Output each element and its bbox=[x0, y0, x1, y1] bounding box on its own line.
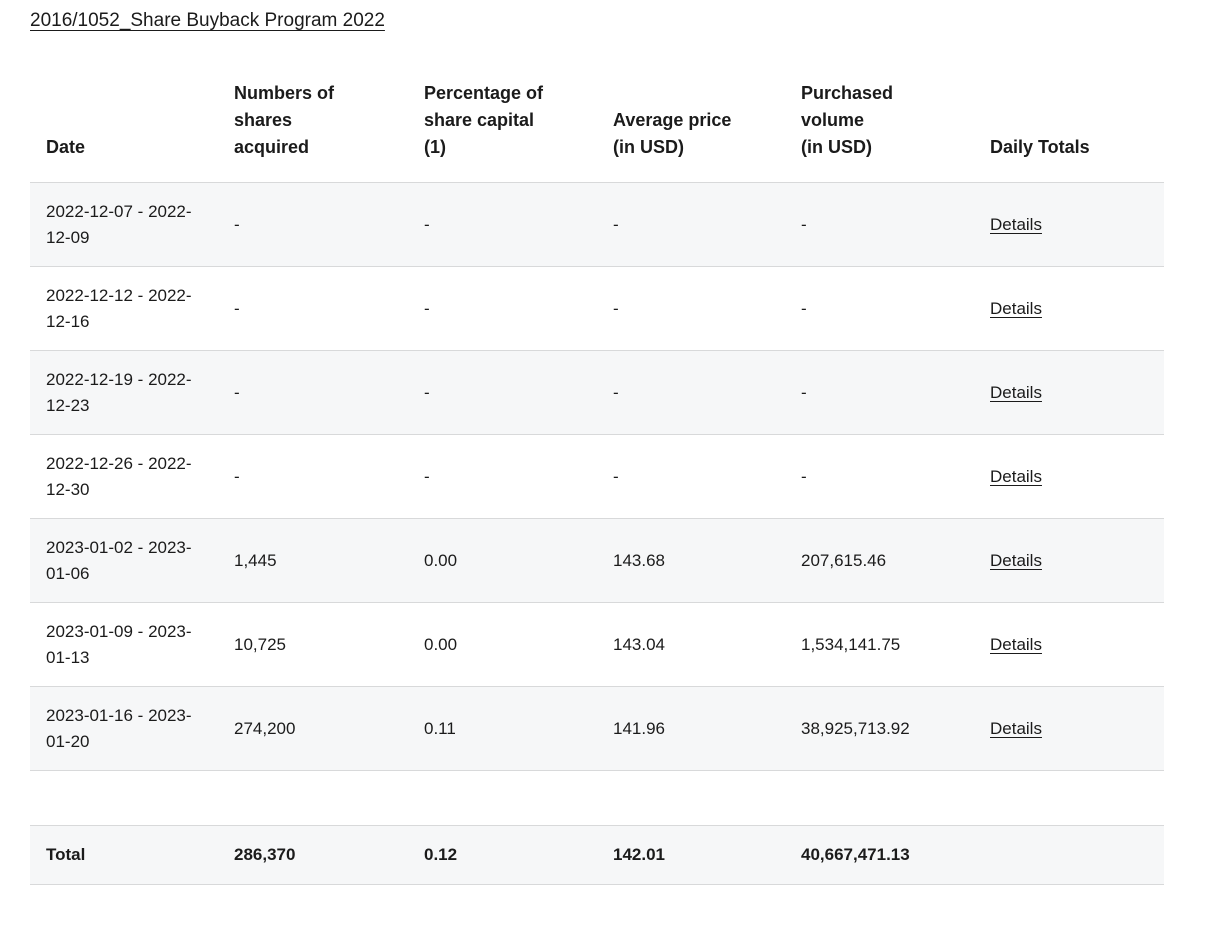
details-link[interactable]: Details bbox=[990, 298, 1042, 318]
table-row: 2022-12-07 - 2022-12-09 - - - - Details bbox=[30, 183, 1164, 267]
details-link[interactable]: Details bbox=[990, 382, 1042, 402]
percentage-cell: - bbox=[424, 382, 430, 402]
avg-price-cell: 141.96 bbox=[613, 718, 665, 738]
table-row: 2022-12-19 - 2022-12-23 - - - - Details bbox=[30, 351, 1164, 435]
shares-cell: - bbox=[234, 298, 240, 318]
daily-totals-cell: Details bbox=[990, 464, 1164, 490]
details-link[interactable]: Details bbox=[990, 634, 1042, 654]
buyback-table: Date Numbers of shares acquired Percenta… bbox=[30, 80, 1164, 885]
percentage-cell: - bbox=[424, 466, 430, 486]
avg-price-cell: - bbox=[613, 298, 619, 318]
total-row: Total 286,370 0.12 142.01 40,667,471.13 bbox=[30, 825, 1164, 885]
avg-price-cell: 143.04 bbox=[613, 634, 665, 654]
percentage-cell: - bbox=[424, 214, 430, 234]
volume-cell: 1,534,141.75 bbox=[801, 634, 901, 654]
daily-totals-cell: Details bbox=[990, 212, 1164, 238]
table-row: 2023-01-09 - 2023-01-13 10,725 0.00 143.… bbox=[30, 603, 1164, 687]
table-row: 2023-01-16 - 2023-01-20 274,200 0.11 141… bbox=[30, 687, 1164, 771]
table-row: 2023-01-02 - 2023-01-06 1,445 0.00 143.6… bbox=[30, 519, 1164, 603]
date-cell: 2023-01-16 - 2023-01-20 bbox=[46, 705, 192, 751]
date-cell: 2022-12-19 - 2022-12-23 bbox=[46, 369, 192, 415]
table-row: 2022-12-26 - 2022-12-30 - - - - Details bbox=[30, 435, 1164, 519]
shares-cell: - bbox=[234, 214, 240, 234]
table-row: 2022-12-12 - 2022-12-16 - - - - Details bbox=[30, 267, 1164, 351]
total-shares-cell: 286,370 bbox=[234, 845, 296, 864]
percentage-cell: 0.00 bbox=[424, 634, 458, 654]
volume-cell: - bbox=[801, 298, 807, 318]
total-label: Total bbox=[46, 845, 86, 864]
total-percentage-cell: 0.12 bbox=[424, 845, 458, 864]
volume-cell: - bbox=[801, 382, 807, 402]
column-header-date: Date bbox=[46, 137, 86, 157]
date-cell: 2022-12-07 - 2022-12-09 bbox=[46, 201, 192, 247]
shares-cell: 1,445 bbox=[234, 550, 277, 570]
avg-price-cell: - bbox=[613, 466, 619, 486]
volume-cell: - bbox=[801, 214, 807, 234]
table-header-row: Date Numbers of shares acquired Percenta… bbox=[30, 80, 1164, 183]
avg-price-cell: - bbox=[613, 214, 619, 234]
details-link[interactable]: Details bbox=[990, 466, 1042, 486]
total-volume-cell: 40,667,471.13 bbox=[801, 845, 910, 864]
volume-cell: - bbox=[801, 466, 807, 486]
volume-cell: 207,615.46 bbox=[801, 550, 887, 570]
percentage-cell: 0.11 bbox=[424, 718, 456, 738]
details-link[interactable]: Details bbox=[990, 550, 1042, 570]
volume-cell: 38,925,713.92 bbox=[801, 718, 910, 738]
date-cell: 2023-01-02 - 2023-01-06 bbox=[46, 537, 192, 583]
page: 2016/1052_Share Buyback Program 2022 Dat… bbox=[30, 10, 1164, 885]
shares-cell: - bbox=[234, 466, 240, 486]
column-header-purchased-volume: Purchased volume (in USD) bbox=[801, 83, 894, 157]
page-title-link[interactable]: 2016/1052_Share Buyback Program 2022 bbox=[30, 10, 385, 31]
avg-price-cell: - bbox=[613, 382, 619, 402]
spacer-row bbox=[30, 771, 1164, 825]
date-cell: 2022-12-26 - 2022-12-30 bbox=[46, 453, 192, 499]
daily-totals-cell: Details bbox=[990, 548, 1164, 574]
shares-cell: - bbox=[234, 382, 240, 402]
date-cell: 2023-01-09 - 2023-01-13 bbox=[46, 621, 192, 667]
column-header-shares-acquired: Numbers of shares acquired bbox=[234, 83, 335, 157]
shares-cell: 10,725 bbox=[234, 634, 286, 654]
total-avg-price-cell: 142.01 bbox=[613, 845, 665, 864]
daily-totals-cell: Details bbox=[990, 632, 1164, 658]
details-link[interactable]: Details bbox=[990, 214, 1042, 234]
date-cell: 2022-12-12 - 2022-12-16 bbox=[46, 285, 192, 331]
percentage-cell: 0.00 bbox=[424, 550, 458, 570]
daily-totals-cell: Details bbox=[990, 716, 1164, 742]
details-link[interactable]: Details bbox=[990, 718, 1042, 738]
column-header-daily-totals: Daily Totals bbox=[990, 137, 1090, 157]
daily-totals-cell: Details bbox=[990, 296, 1164, 322]
percentage-cell: - bbox=[424, 298, 430, 318]
column-header-percentage-share-capital: Percentage of share capital (1) bbox=[424, 83, 544, 157]
daily-totals-cell: Details bbox=[990, 380, 1164, 406]
avg-price-cell: 143.68 bbox=[613, 550, 665, 570]
shares-cell: 274,200 bbox=[234, 718, 296, 738]
column-header-average-price: Average price (in USD) bbox=[613, 110, 732, 157]
